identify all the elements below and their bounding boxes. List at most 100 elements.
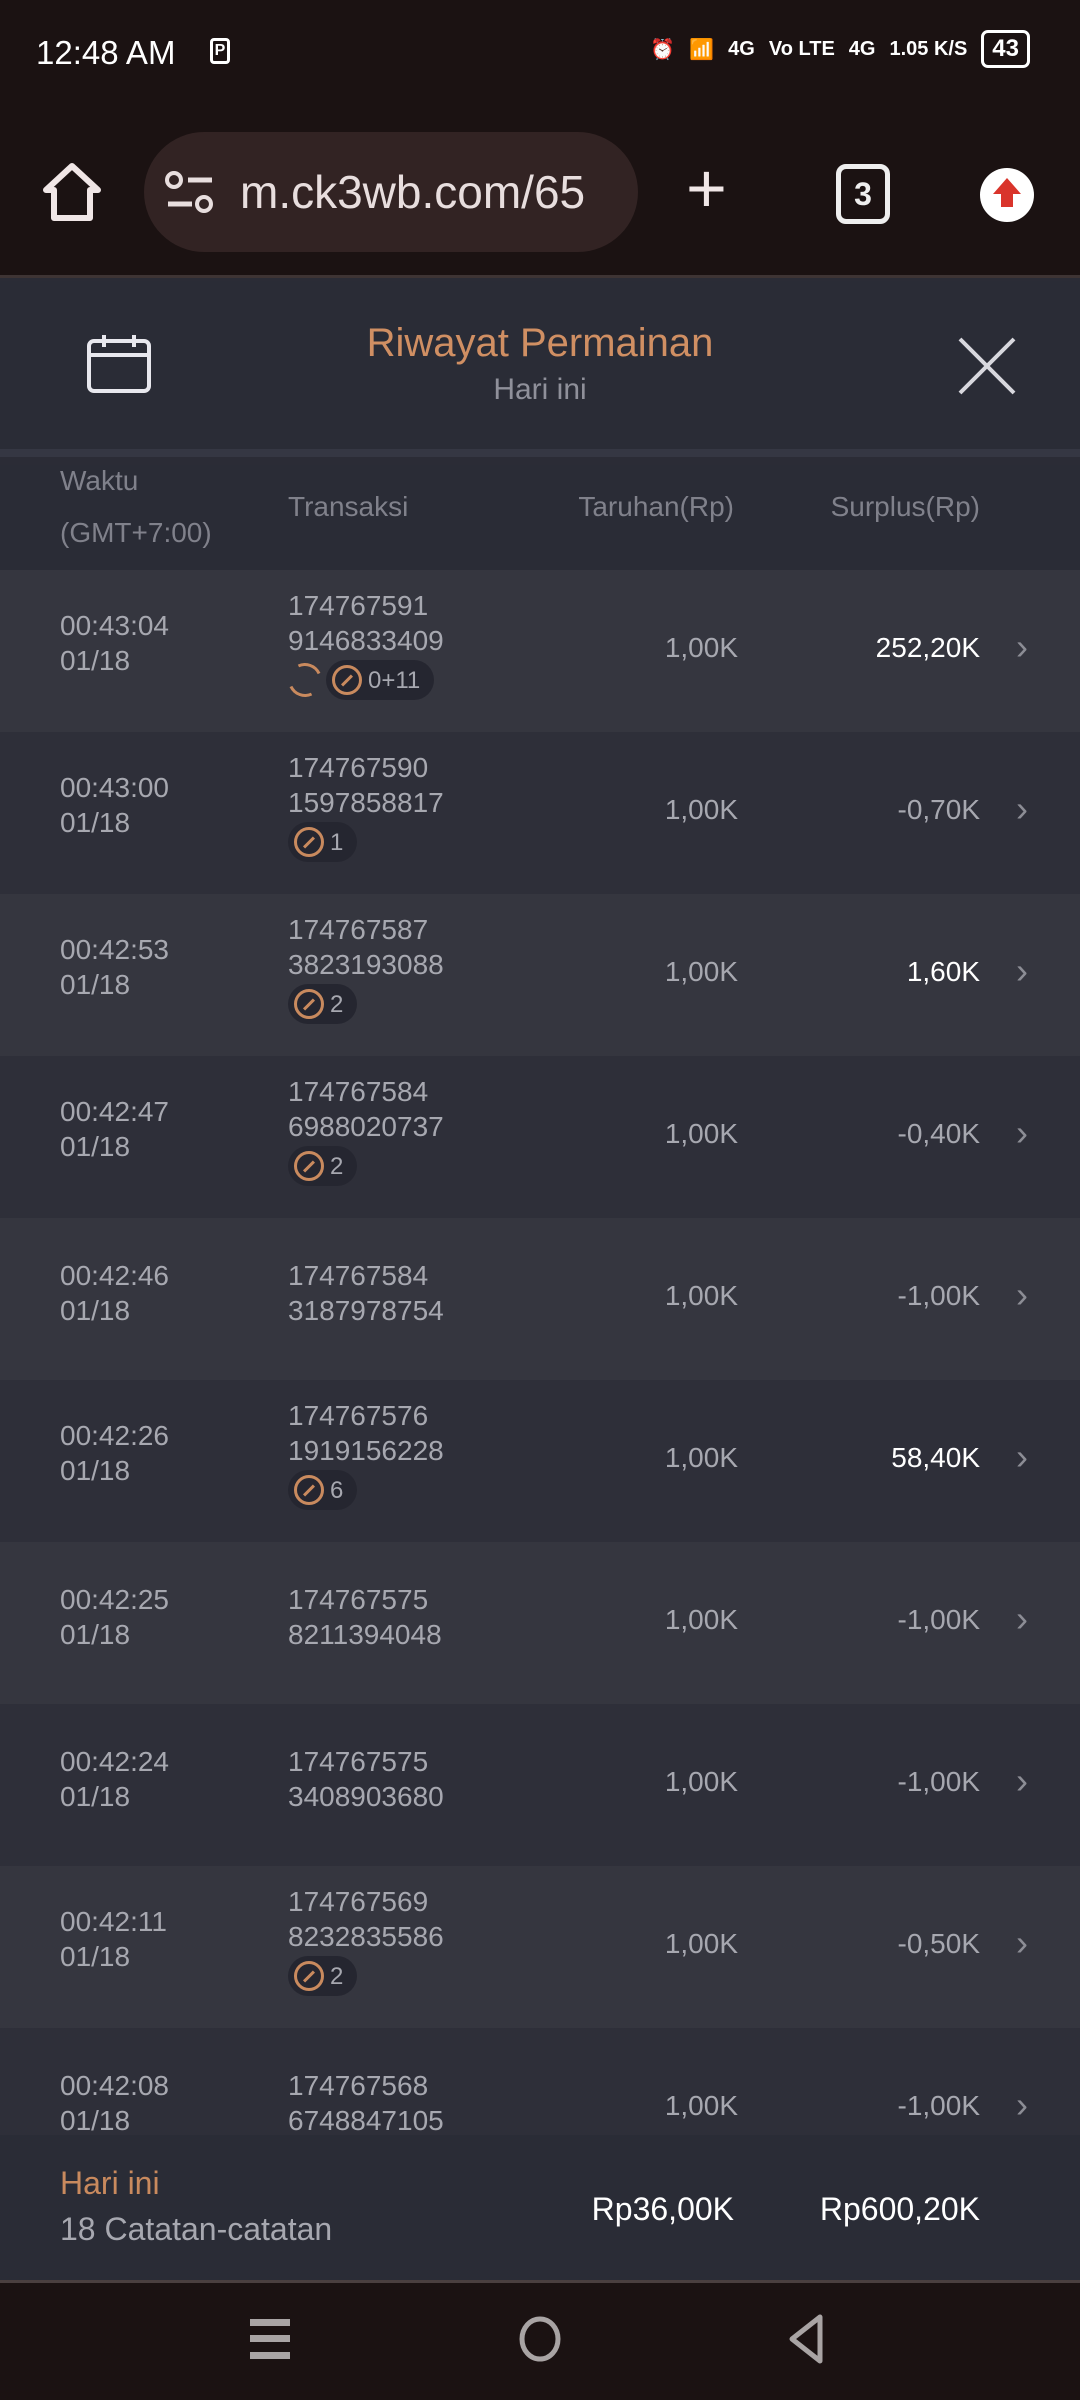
row-surplus: 1,60K (906, 956, 980, 987)
row-date: 01/18 (60, 1131, 131, 1162)
row-badges: 2 (288, 1956, 444, 1996)
row-date: 01/18 (60, 807, 131, 838)
table-row[interactable]: 00:43:04 01/18 174767591 9146833409 0+11 1,00… (0, 570, 1080, 732)
row-date: 01/18 (60, 1619, 131, 1650)
address-bar[interactable]: m.ck3wb.com/65 (144, 132, 638, 252)
table-row[interactable]: 00:42:26 01/18 174767576 1919156228 6 1,00K 58… (0, 1380, 1080, 1542)
row-transaction-part2: 1919156228 (288, 1435, 444, 1466)
chevron-right-icon[interactable]: › (1016, 950, 1028, 991)
page-subtitle: Hari ini (493, 373, 587, 406)
recent-apps-icon[interactable] (248, 2315, 292, 2363)
row-surplus: 58,40K (891, 1442, 980, 1473)
column-bet: Taruhan(Rp) (578, 491, 734, 522)
row-transaction-part1: 174767584 (288, 1260, 429, 1291)
back-icon[interactable] (786, 2313, 826, 2365)
row-transaction-part1: 174767590 (288, 752, 429, 783)
table-row[interactable]: 00:42:08 01/18 174767568 6748847105 1,00K -1,… (0, 2028, 1080, 2135)
table-row[interactable]: 00:42:24 01/18 174767575 3408903680 1,00K -1,… (0, 1704, 1080, 1866)
row-time: 00:42:24 (60, 1746, 169, 1777)
chevron-right-icon[interactable]: › (1016, 1436, 1028, 1477)
free-spin-badge: 2 (288, 1146, 358, 1186)
badge-count: 6 (330, 1476, 344, 1504)
new-tab-button[interactable]: + (686, 149, 727, 227)
chevron-right-icon[interactable]: › (1016, 2084, 1028, 2125)
row-surplus: -1,00K (897, 1280, 981, 1311)
row-surplus: -1,00K (897, 2090, 981, 2121)
free-spin-badge: 2 (288, 984, 358, 1024)
row-date: 01/18 (60, 1455, 131, 1486)
row-surplus: 252,20K (875, 632, 980, 663)
summary-count: 18 Catatan-catatan (60, 2211, 333, 2247)
table-row[interactable]: 00:42:53 01/18 174767587 3823193088 2 1,00K 1,… (0, 894, 1080, 1056)
row-bet: 1,00K (664, 794, 738, 825)
home-nav-icon[interactable] (516, 2315, 564, 2363)
chevron-right-icon[interactable]: › (1016, 626, 1028, 667)
calendar-icon[interactable] (86, 333, 152, 395)
page-header: Riwayat Permainan Hari ini (0, 281, 1080, 457)
row-transaction-part2: 9146833409 (288, 625, 444, 656)
row-surplus: -0,40K (897, 1118, 981, 1149)
free-spin-badge: 1 (288, 822, 358, 862)
network-type-2: 4G (848, 37, 876, 60)
badge-count: 1 (330, 828, 344, 856)
system-nav-bar (0, 2280, 1080, 2400)
row-time: 00:42:46 (60, 1260, 169, 1291)
free-spin-badge: 2 (288, 1956, 358, 1996)
column-transaction: Transaksi (288, 491, 409, 522)
free-spin-badge: 6 (288, 1470, 358, 1510)
table-row[interactable]: 00:42:25 01/18 174767575 8211394048 1,00K -1,… (0, 1542, 1080, 1704)
row-badges: 2 (288, 984, 444, 1024)
tab-switcher-button[interactable]: 3 (836, 164, 890, 224)
row-badges: 1 (288, 822, 444, 862)
row-surplus: -0,70K (897, 794, 981, 825)
row-date: 01/18 (60, 2105, 131, 2135)
network-speed: 1.05 K/S (889, 37, 968, 60)
row-bet: 1,00K (664, 956, 738, 987)
wifi-icon: 📶 (689, 38, 715, 61)
row-bet: 1,00K (664, 2090, 738, 2121)
row-time: 00:43:04 (60, 610, 169, 641)
chevron-right-icon[interactable]: › (1016, 788, 1028, 829)
row-bet: 1,00K (664, 1118, 738, 1149)
row-surplus: -1,00K (897, 1766, 981, 1797)
row-transaction-part1: 174767576 (288, 1400, 429, 1431)
url-text: m.ck3wb.com/65 (240, 166, 586, 218)
column-surplus: Surplus(Rp) (830, 491, 980, 522)
row-date: 01/18 (60, 1295, 131, 1326)
home-icon[interactable] (40, 160, 104, 224)
table-row[interactable]: 00:42:47 01/18 174767584 6988020737 2 1,00K -0… (0, 1056, 1080, 1218)
row-badges: 0+11 (283, 658, 444, 702)
table-row[interactable]: 00:43:00 01/18 174767590 1597858817 1 1,00K -0… (0, 732, 1080, 894)
chevron-right-icon[interactable]: › (1016, 1598, 1028, 1639)
row-date: 01/18 (60, 1781, 131, 1812)
spin-icon (294, 1961, 324, 1991)
chevron-right-icon[interactable]: › (1016, 1922, 1028, 1963)
row-time: 00:42:47 (60, 1096, 169, 1127)
row-time: 00:42:08 (60, 2070, 169, 2101)
row-badges: 2 (288, 1146, 444, 1186)
network-type-1: 4G (728, 37, 755, 60)
chevron-right-icon[interactable]: › (1016, 1760, 1028, 1801)
row-transaction-part2: 3187978754 (288, 1295, 444, 1326)
row-transaction-part1: 174767575 (288, 1746, 429, 1777)
row-time: 00:42:53 (60, 934, 169, 965)
row-time: 00:43:00 (60, 772, 169, 803)
update-icon[interactable] (980, 168, 1034, 222)
history-list[interactable]: 00:43:04 01/18 174767591 9146833409 0+11 1,00… (0, 570, 1080, 2135)
summary-footer: Hari ini 18 Catatan-catatan Rp36,00K Rp6… (0, 2135, 1080, 2280)
spin-icon (294, 989, 324, 1019)
close-icon[interactable] (956, 335, 1018, 397)
row-time: 00:42:11 (60, 1906, 167, 1937)
site-settings-icon[interactable] (164, 170, 216, 214)
table-row[interactable]: 00:42:11 01/18 174767569 8232835586 2 1,00K -0… (0, 1866, 1080, 2028)
chevron-right-icon[interactable]: › (1016, 1112, 1028, 1153)
page-title: Riwayat Permainan (366, 321, 714, 365)
table-row[interactable]: 00:42:46 01/18 174767584 3187978754 1,00K -1,… (0, 1218, 1080, 1380)
row-transaction-part1: 174767591 (288, 590, 429, 621)
row-date: 01/18 (60, 969, 131, 1000)
chevron-right-icon[interactable]: › (1016, 1274, 1028, 1315)
row-surplus: -1,00K (897, 1604, 981, 1635)
summary-total-bet: Rp36,00K (591, 2191, 734, 2227)
row-date: 01/18 (60, 1941, 131, 1972)
badge-count: 2 (330, 990, 344, 1018)
